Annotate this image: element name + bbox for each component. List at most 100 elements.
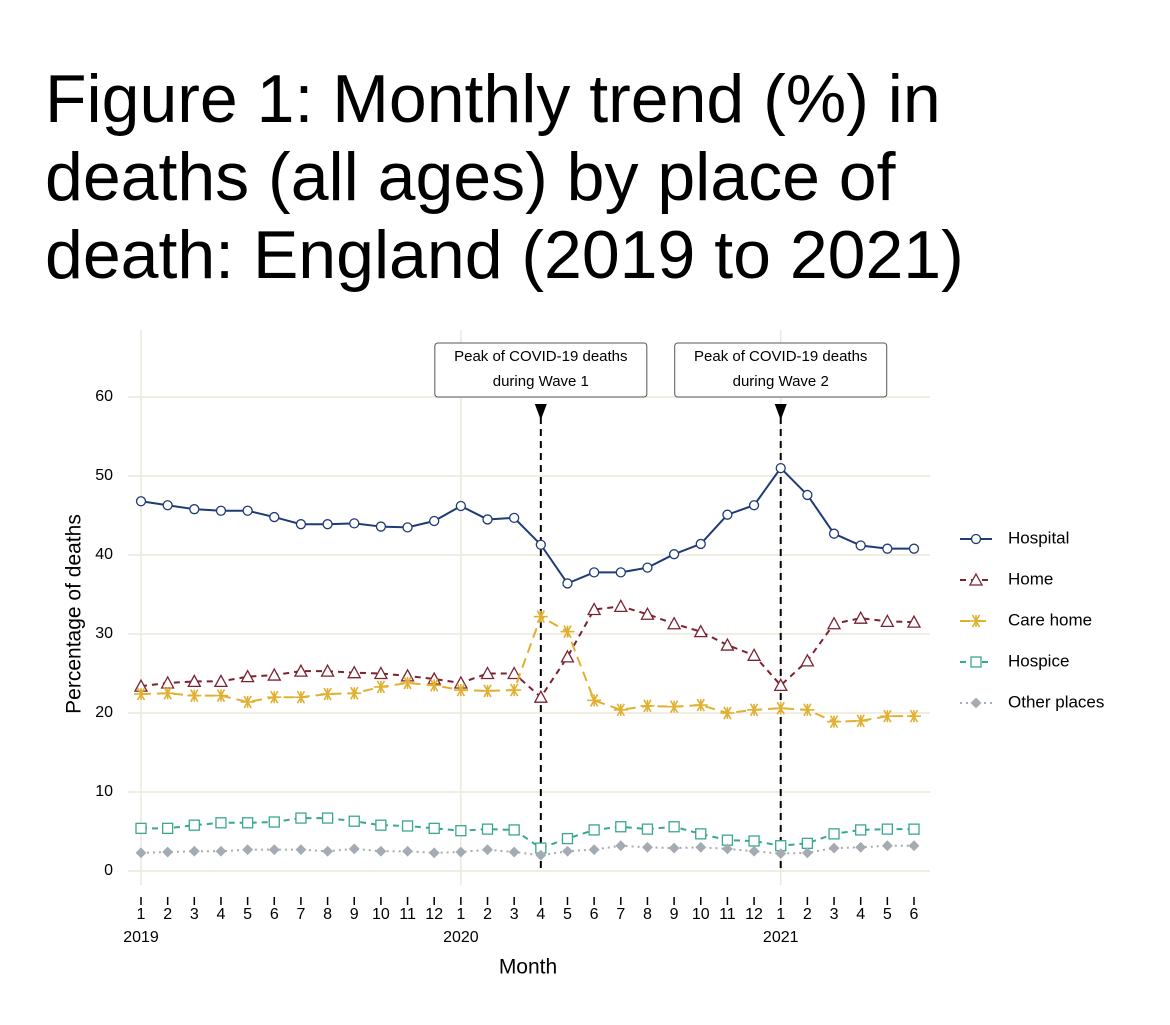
legend-marker — [970, 656, 982, 668]
annotation-arrow — [774, 404, 787, 420]
marker — [828, 842, 840, 854]
annotation-text: during Wave 1 — [493, 373, 589, 390]
marker — [507, 683, 522, 697]
marker — [507, 666, 522, 680]
marker — [827, 715, 842, 729]
x-tick-label: 4 — [217, 906, 226, 923]
x-tick-label: 12 — [425, 906, 443, 923]
marker — [721, 843, 733, 855]
x-year-label: 2021 — [763, 929, 799, 946]
annotation-text: during Wave 2 — [733, 373, 829, 390]
x-tick-label: 10 — [372, 906, 390, 923]
marker — [321, 812, 334, 824]
marker — [720, 706, 735, 720]
marker — [826, 616, 842, 630]
marker — [587, 602, 602, 616]
marker — [429, 515, 440, 527]
marker — [908, 543, 920, 554]
legend-label: Hospice — [1008, 651, 1069, 670]
marker — [348, 815, 360, 827]
marker — [349, 518, 360, 529]
x-tick-label: 6 — [910, 906, 919, 923]
marker — [295, 812, 307, 824]
marker — [561, 832, 574, 845]
marker — [347, 665, 362, 679]
marker — [428, 847, 440, 859]
marker — [347, 686, 362, 700]
marker — [293, 663, 309, 677]
marker — [640, 606, 655, 620]
x-tick-label: 2 — [483, 906, 492, 923]
marker — [588, 824, 600, 836]
marker — [746, 647, 762, 661]
chart-title: death: England (2019 to 2021) — [45, 217, 964, 293]
series-line — [141, 817, 914, 850]
marker — [455, 846, 467, 858]
marker — [722, 509, 733, 520]
marker — [775, 848, 787, 860]
x-tick-label: 5 — [243, 906, 252, 923]
marker — [402, 522, 413, 533]
marker — [162, 846, 174, 858]
legend-label: Hospital — [1008, 528, 1069, 547]
marker — [215, 845, 227, 857]
x-tick-label: 3 — [510, 906, 519, 923]
marker — [908, 840, 920, 852]
marker — [535, 539, 546, 550]
marker — [882, 543, 893, 554]
marker — [533, 610, 548, 624]
marker — [402, 845, 413, 857]
x-tick-label: 3 — [830, 906, 839, 923]
marker — [135, 822, 147, 834]
marker — [855, 540, 866, 551]
annotation-box — [434, 342, 648, 398]
marker — [668, 549, 680, 560]
marker — [693, 624, 708, 638]
series-line — [140, 844, 914, 857]
x-tick-label: 11 — [719, 906, 736, 923]
x-tick-label: 12 — [745, 906, 763, 923]
x-tick-label: 2 — [163, 906, 172, 923]
marker — [373, 666, 388, 680]
x-tick-label: 10 — [692, 906, 710, 923]
y-tick-label: 40 — [95, 546, 113, 563]
marker — [615, 567, 626, 578]
legend-label: Other places — [1008, 692, 1104, 711]
marker — [908, 823, 920, 835]
x-tick-label: 5 — [563, 906, 572, 923]
marker — [240, 669, 255, 683]
marker — [642, 562, 653, 573]
marker — [615, 821, 627, 833]
marker — [375, 521, 387, 532]
x-tick-label: 2 — [803, 906, 812, 923]
marker — [455, 825, 467, 837]
marker — [773, 677, 788, 691]
y-axis-label: Percentage of deaths — [63, 514, 86, 714]
marker — [295, 519, 307, 530]
marker — [508, 846, 520, 858]
marker — [907, 709, 921, 723]
marker — [320, 663, 335, 677]
marker — [187, 689, 202, 703]
x-axis-label: Month — [499, 956, 557, 979]
marker — [800, 703, 815, 717]
marker — [267, 690, 282, 704]
marker — [695, 538, 706, 550]
chart-title: Figure 1: Monthly trend (%) in — [45, 61, 941, 137]
legend-marker — [969, 614, 983, 628]
legend-label: Home — [1008, 569, 1053, 588]
marker — [375, 845, 387, 857]
marker — [322, 519, 333, 530]
x-tick-label: 1 — [776, 906, 785, 923]
marker — [242, 505, 253, 516]
marker — [189, 504, 200, 515]
marker — [613, 703, 628, 717]
marker — [188, 819, 200, 831]
marker — [428, 822, 440, 834]
series-line — [140, 605, 915, 699]
x-tick-label: 4 — [536, 906, 545, 923]
marker — [615, 840, 627, 852]
marker — [267, 667, 282, 681]
x-tick-label: 8 — [643, 906, 652, 923]
